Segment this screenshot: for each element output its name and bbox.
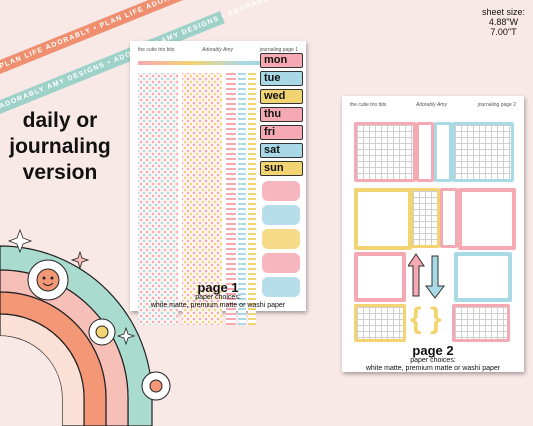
sheet-title-right: journaling page 1	[259, 47, 298, 53]
sheet-size-width: 4.88"W	[488, 17, 519, 27]
pattern-strip	[238, 73, 246, 325]
brush-stroke	[262, 253, 300, 273]
header-strip	[138, 61, 298, 65]
sheet-header: the cutie trio bits Adorably Amy journal…	[342, 102, 524, 114]
arrow-stickers	[408, 253, 445, 299]
pattern-strip	[226, 73, 236, 325]
sheet-title-right: journaling page 2	[477, 102, 516, 108]
flower-icon	[141, 371, 171, 401]
grid-frame-sticker	[452, 304, 510, 342]
sparkle-icon	[116, 326, 136, 346]
sparkle-icon	[70, 250, 90, 270]
sticker-sheet-page-2: the cutie trio bits Adorably Amy journal…	[342, 96, 524, 372]
down-arrow-icon	[425, 255, 445, 299]
sheet-size-height: 7.00"T	[490, 27, 517, 37]
page-2-paper-label: paper choices:	[410, 357, 456, 364]
frame-sticker	[454, 252, 512, 302]
sheet-title-left: the cutie trio bits	[138, 47, 175, 53]
page-2-title: page 2	[412, 343, 454, 358]
smiley-flower-icon	[27, 259, 69, 301]
up-arrow-icon	[408, 253, 425, 297]
grid-frame-sticker	[452, 122, 514, 182]
brand-logo: Adorably Amy	[416, 102, 447, 108]
brush-stroke	[262, 181, 300, 201]
sheet-size-label: sheet size:	[481, 7, 525, 17]
sheet-title-left: the cutie trio bits	[350, 102, 387, 108]
day-label-sat: sat	[260, 143, 303, 158]
day-label-mon: mon	[260, 53, 303, 68]
narrow-frame-sticker	[416, 122, 434, 182]
headline-line-3: version	[22, 161, 98, 184]
narrow-frame-sticker	[434, 122, 452, 182]
page-2-paper-options: white matte, premium matte or washi pape…	[365, 365, 501, 372]
narrow-frame-sticker	[440, 188, 458, 248]
grid-frame-sticker	[354, 304, 406, 342]
brush-stroke	[262, 205, 300, 225]
brush-stroke	[262, 229, 300, 249]
frame-sticker	[354, 188, 412, 250]
headline-line-2: journaling	[9, 135, 111, 158]
pattern-strip	[138, 73, 178, 325]
frame-sticker	[458, 188, 516, 250]
day-label-thu: thu	[260, 107, 303, 122]
sticker-sheet-page-1: the cutie trio bits Adorably Amy journal…	[130, 41, 306, 325]
day-label-tue: tue	[260, 71, 303, 86]
sparkle-icon	[7, 228, 33, 254]
rainbow-illustration	[0, 228, 171, 426]
flower-icon	[88, 318, 116, 346]
pattern-strip	[182, 73, 222, 325]
grid-frame-sticker	[354, 122, 416, 182]
brace-sticker: { }	[410, 302, 442, 335]
page-2-caption: page 2 paper choices: white matte, premi…	[342, 344, 524, 373]
page-1-paper-label: paper choices:	[195, 294, 241, 301]
page-1-paper-options: white matte, premium matte or washi pape…	[150, 302, 286, 309]
pattern-strip	[248, 73, 256, 325]
frame-sticker	[354, 252, 406, 302]
day-label-wed: wed	[260, 89, 303, 104]
sheet-size-info: sheet size: 4.88"W 7.00"T	[482, 7, 525, 37]
grid-frame-sticker	[410, 188, 440, 248]
brand-logo: Adorably Amy	[202, 47, 233, 53]
page-1-title: page 1	[197, 280, 239, 295]
sheet-header: the cutie trio bits Adorably Amy journal…	[130, 47, 306, 59]
day-label-fri: fri	[260, 125, 303, 140]
headline-line-1: daily or	[22, 109, 98, 132]
brush-stroke	[262, 277, 300, 297]
day-label-sun: sun	[260, 161, 303, 176]
page-1-caption: page 1 paper choices: white matte, premi…	[130, 281, 306, 310]
